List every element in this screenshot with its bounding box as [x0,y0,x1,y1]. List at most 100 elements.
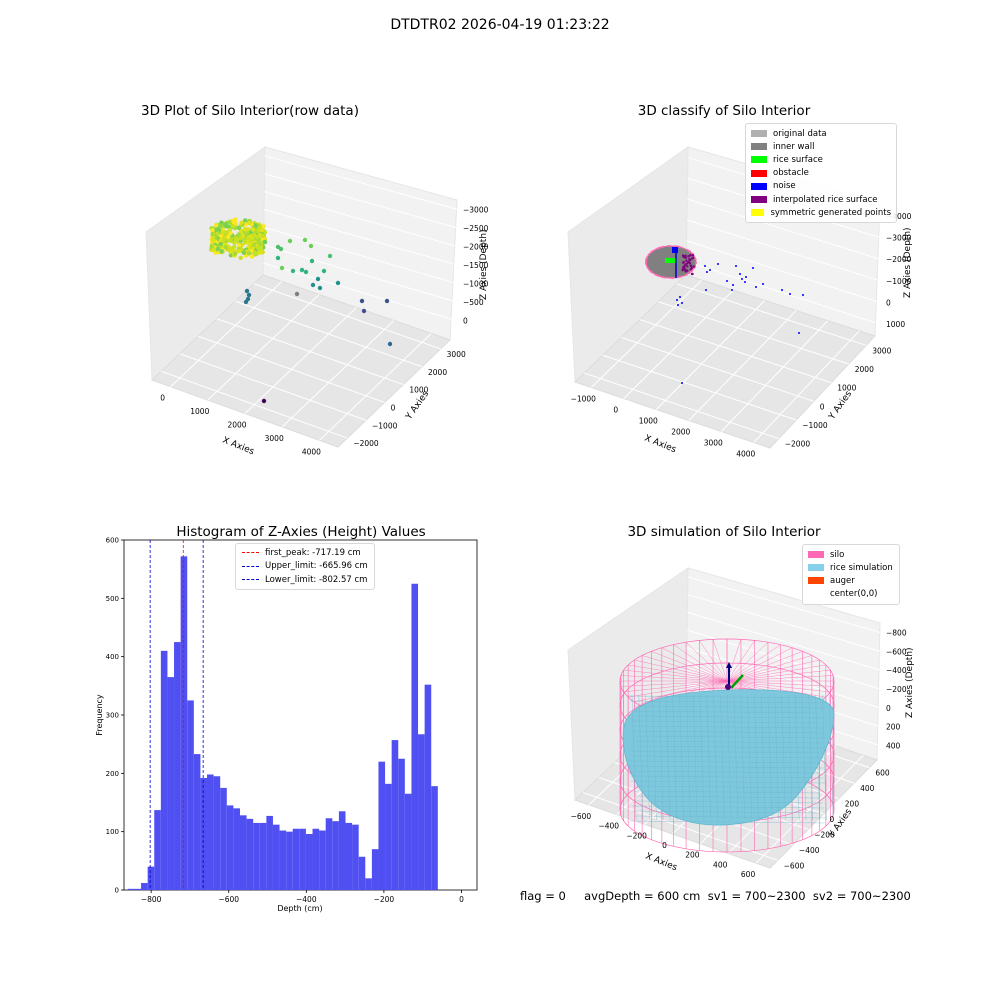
data-point [233,235,239,241]
legend-swatch [751,196,767,204]
noise-point [681,302,683,304]
grid-line [590,279,703,388]
noise-point [798,332,800,334]
data-point [302,237,308,243]
histogram-bar [431,786,438,890]
x-tick-label: −200 [626,831,647,840]
data-point [242,226,248,232]
rice-mesh-line [693,694,698,821]
data-point [321,268,327,274]
y-tick-label: 200 [845,800,860,809]
y-tick-label: −1000 [372,421,398,430]
legend-label: interpolated rice surface [773,194,878,205]
noise-point [681,382,683,384]
grid-line [687,198,881,260]
histogram-bar [213,776,221,890]
grid-line [584,372,779,440]
rice-mesh-line [628,765,824,769]
data-point [219,248,224,254]
histogram-bar [174,642,181,890]
grid-line [720,320,829,432]
grid-line [198,335,385,403]
interpolated-point [687,255,690,258]
z-tick-label: −3000 [463,205,489,214]
silo-wire-point [650,251,653,254]
data-point [228,253,234,258]
noise-point [709,269,711,271]
data-point [257,241,263,246]
z-tick-label: −3000 [886,234,912,243]
grid-line [655,300,766,410]
legend-entry: interpolated rice surface [751,193,891,206]
y-tick-label: 600 [875,769,890,778]
rice-mesh-line [629,820,825,824]
data-point [236,242,242,248]
data-point [218,233,224,239]
silo-wire-point [657,274,660,277]
grid-line [688,310,797,421]
histogram-bar [385,783,392,890]
rice-mesh-line [761,694,766,821]
z-tick-label: 200 [886,723,901,732]
legend-line-sample [242,552,259,554]
z-tick-label: 0 [886,299,891,308]
histogram-bar [160,650,168,890]
y-tick-label: 2000 [428,368,447,377]
rice-mesh-line [808,694,813,821]
legend-entry: auger [808,574,894,587]
interpolated-point [691,253,695,257]
silo-roof-wire [726,659,820,682]
status-footer: flag = 0 avgDepth = 600 cm sv1 = 700~230… [520,889,911,903]
legend-swatch [751,209,765,217]
y-tick-label: 1000 [837,384,856,393]
data-point [223,230,229,235]
interpolated-point [692,265,696,268]
grid-line [235,300,423,368]
data-point [256,245,261,251]
grid-line [264,173,458,229]
silo-wire-point [673,245,676,248]
silo-wire-point [645,261,648,264]
data-point [242,218,248,223]
x-tick-label: 400 [713,860,728,869]
grid-line [658,301,849,365]
silo-wire-point [694,261,697,264]
grid-line [281,320,395,428]
rice-mesh-line [727,694,732,821]
data-point [232,244,237,250]
noise-point [789,293,791,295]
histogram-plot: −800 −600 −400 −200 0 0 100 200 300 400 500 600 Dep… [95,537,478,913]
data-point [258,250,263,255]
histogram-bar [365,878,372,890]
legend-label: noise [773,181,796,192]
data-point [232,251,238,256]
histogram-bar [226,805,234,890]
silo-wire-point [660,275,663,278]
data-point [308,243,314,249]
histogram-bar [233,808,240,890]
silo-wire-point [680,246,683,249]
histogram-bar [305,834,313,890]
rice-mesh-line [713,694,718,821]
x-tick-label: 3000 [265,434,284,443]
silo-wire-point [646,256,649,259]
data-point [243,299,249,305]
legend-label: Lower_limit: -802.57 cm [265,574,368,585]
grid-line [263,262,458,322]
rice-mesh-line [634,795,820,799]
data-point [210,231,215,237]
data-point [228,231,233,236]
y-tick-label: 1000 [409,386,428,395]
data-point [279,265,285,271]
data-point [262,239,268,245]
legend-label: obstacle [773,168,809,179]
histogram-bar [312,828,320,890]
y-tick-label: −1000 [802,421,828,430]
data-point [254,234,260,240]
noise-point [752,267,754,269]
silo-wire-point [648,269,651,272]
silo-roof-wire [726,680,831,693]
z-tick-label: −1500 [463,261,489,270]
legend-label: silo [830,549,845,560]
x-tick-label: 200 [685,851,700,860]
